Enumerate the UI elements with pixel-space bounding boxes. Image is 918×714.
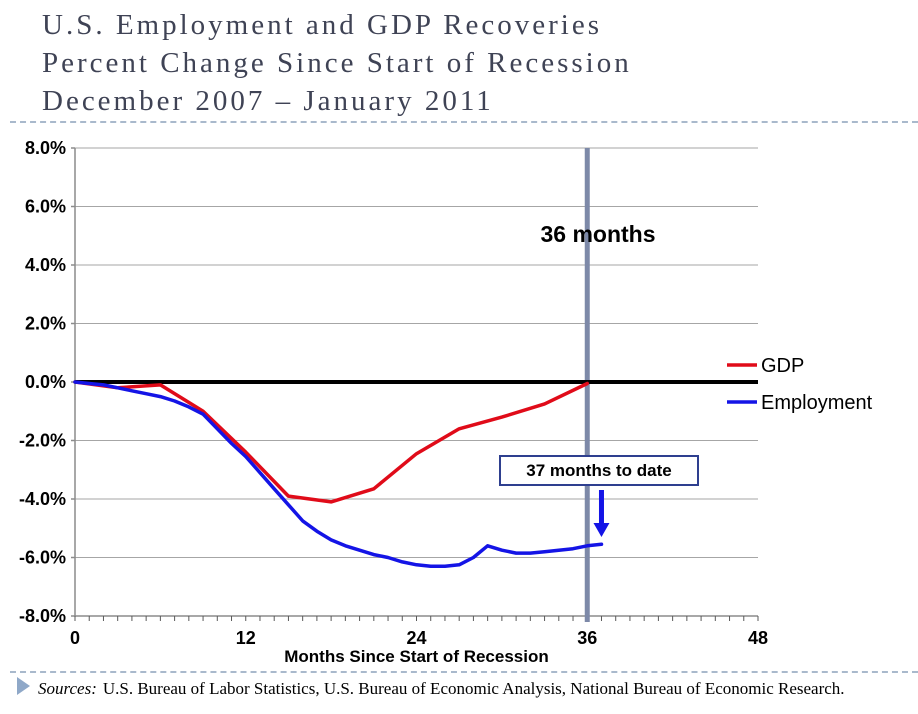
y-tick-label: 6.0% — [25, 197, 66, 217]
title-line-1: U.S. Employment and GDP Recoveries — [42, 9, 603, 41]
x-tick-label: 24 — [406, 628, 426, 648]
gdp-line — [73, 380, 590, 504]
y-tick-label: -4.0% — [19, 489, 66, 509]
employment-line — [73, 380, 604, 569]
title-line-2: Percent Change Since Start of Recession — [42, 47, 632, 79]
y-tick-label: 2.0% — [25, 314, 66, 334]
x-tick-label: 0 — [70, 628, 80, 648]
title-separator — [10, 121, 918, 123]
title-line-3: December 2007 – January 2011 — [42, 85, 494, 117]
x-tick-label: 36 — [577, 628, 597, 648]
sources-label: Sources: — [38, 679, 97, 698]
x-tick-label: 12 — [236, 628, 256, 648]
callout-box-37-months: 37 months to date — [499, 455, 699, 486]
slide-title: U.S. Employment and GDP Recoveries Perce… — [42, 6, 632, 120]
y-tick-label: 0.0% — [25, 372, 66, 392]
sources-line: Sources: U.S. Bureau of Labor Statistics,… — [38, 679, 845, 699]
callout-arrow-icon — [593, 490, 610, 538]
vline-36-months-label: 36 months — [540, 221, 656, 247]
legend-gdp-label: GDP — [761, 355, 804, 377]
y-tick-label: -6.0% — [19, 548, 66, 568]
x-axis-title: Months Since Start of Recession — [284, 647, 549, 666]
x-tick-label: 48 — [748, 628, 768, 648]
y-tick-label: -8.0% — [19, 606, 66, 626]
recovery-line-chart: 8.0% 6.0% 4.0% 2.0% 0.0% -2.0% -4.0% -6.0% -8.0%… — [19, 138, 873, 648]
sources-text: U.S. Bureau of Labor Statistics, U.S. Bu… — [102, 679, 845, 698]
y-tick-label: -2.0% — [19, 431, 66, 451]
y-tick-label: 4.0% — [25, 255, 66, 275]
legend-employment-label: Employment — [761, 392, 873, 414]
footer-separator — [10, 671, 918, 673]
y-tick-label: 8.0% — [25, 138, 66, 158]
arrow-bullet-icon — [17, 677, 30, 695]
